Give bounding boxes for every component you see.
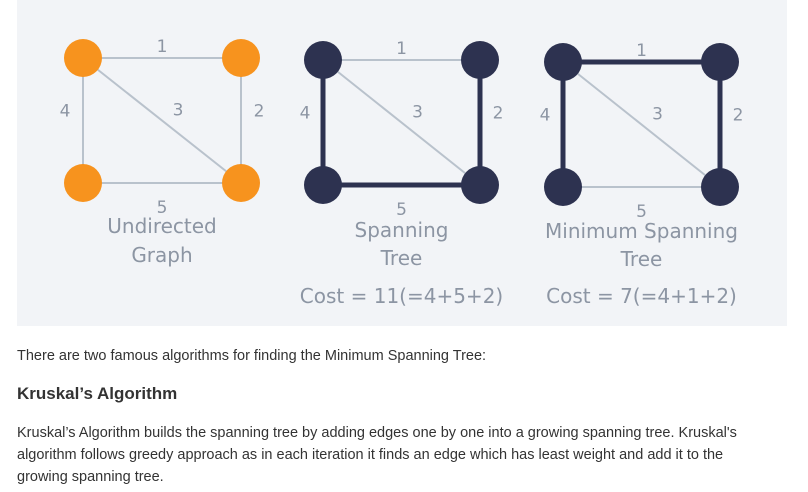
- description-paragraph: Kruskal’s Algorithm builds the spanning …: [17, 425, 737, 485]
- weight-label-bottom: 5: [396, 200, 407, 220]
- graph-title-line: Graph: [131, 243, 192, 267]
- node-2: [461, 41, 499, 79]
- graph-cost: Cost = 7(=4+1+2): [546, 284, 737, 308]
- weight-label-top: 1: [636, 41, 647, 61]
- node-2: [222, 39, 260, 77]
- graph-figure: 1 4 2 3 5 Undirected Graph 1 4 2 3 5 Spanning Tree Cos…: [17, 0, 787, 326]
- edge-diagonal: [562, 61, 721, 188]
- edge-diagonal: [322, 59, 481, 186]
- graph-title-line: Spanning: [355, 218, 449, 242]
- edge-diagonal: [82, 57, 242, 184]
- weight-label-right: 2: [254, 102, 265, 122]
- node-1: [544, 43, 582, 81]
- section-heading: Kruskal’s Algorithm: [17, 384, 178, 403]
- weight-label-diagonal: 3: [652, 105, 663, 125]
- weight-label-left: 4: [60, 102, 71, 122]
- graph-title-line: Tree: [620, 247, 663, 271]
- node-2: [701, 43, 739, 81]
- weight-label-right: 2: [493, 104, 504, 124]
- node-1: [304, 41, 342, 79]
- intro-text: There are two famous algorithms for find…: [17, 348, 487, 364]
- weight-label-diagonal: 3: [173, 101, 184, 121]
- graph-title-line: Minimum Spanning: [545, 219, 738, 243]
- node-4: [461, 166, 499, 204]
- graph-title-line: Undirected: [107, 214, 217, 238]
- node-4: [701, 168, 739, 206]
- weight-label-left: 4: [300, 104, 311, 124]
- weight-label-left: 4: [540, 106, 551, 126]
- node-3: [544, 168, 582, 206]
- node-4: [222, 164, 260, 202]
- node-3: [304, 166, 342, 204]
- node-1: [64, 39, 102, 77]
- weight-label-right: 2: [733, 106, 744, 126]
- weight-label-diagonal: 3: [412, 103, 423, 123]
- weight-label-bottom: 5: [157, 198, 168, 218]
- weight-label-bottom: 5: [636, 202, 647, 222]
- graph-cost: Cost = 11(=4+5+2): [300, 284, 503, 308]
- weight-label-top: 1: [157, 37, 168, 57]
- graph-title-line: Tree: [380, 246, 423, 270]
- node-3: [64, 164, 102, 202]
- weight-label-top: 1: [396, 39, 407, 59]
